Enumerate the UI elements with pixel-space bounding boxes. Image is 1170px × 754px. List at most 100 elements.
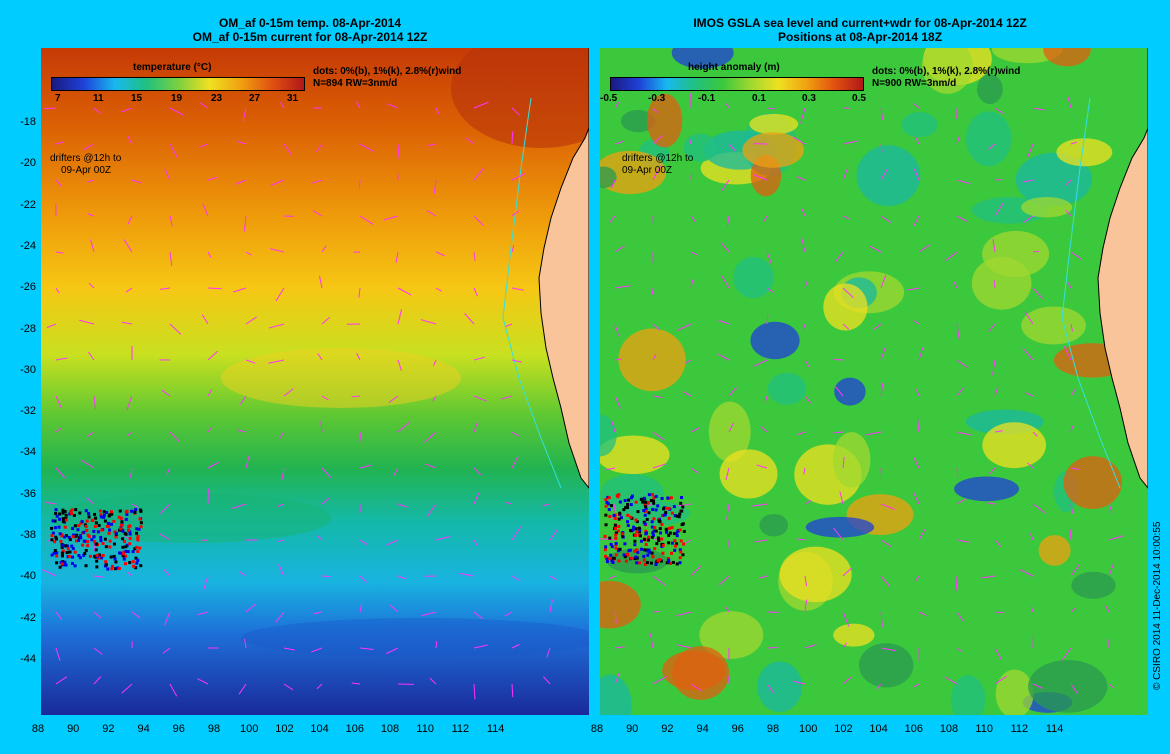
- height-tick: -0.1: [698, 93, 716, 104]
- height-colorbar-ticks: -0.5 -0.3 -0.1 0.1 0.3 0.5: [600, 93, 872, 105]
- drifter-dot: [94, 542, 98, 546]
- drifter-dot: [681, 553, 685, 557]
- current-vector: [197, 611, 209, 616]
- current-vector: [207, 176, 218, 181]
- drifter-dot: [123, 562, 127, 566]
- current-vector: [121, 321, 133, 325]
- left-title-line2: OM_af 0-15m current for 08-Apr-2014 12Z: [192, 30, 428, 44]
- current-vector: [207, 461, 219, 469]
- x-tick-label: 90: [67, 723, 80, 735]
- drifter-dot: [94, 548, 98, 552]
- current-vector: [988, 143, 996, 150]
- current-vector: [236, 140, 247, 145]
- current-vector: [676, 611, 692, 617]
- current-vector: [690, 171, 693, 181]
- current-vector: [356, 352, 361, 361]
- current-vector: [956, 323, 960, 340]
- drifter-dot: [63, 525, 67, 529]
- drifter-dot: [52, 551, 56, 555]
- current-vector: [231, 503, 247, 510]
- y-tick-label: -28: [20, 322, 36, 335]
- drifter-dot: [125, 512, 129, 516]
- height-anomaly-feature: [834, 377, 866, 406]
- drifter-dot: [652, 501, 656, 505]
- drifter-dot: [609, 553, 613, 557]
- drifter-dot: [124, 517, 128, 521]
- height-anomaly-feature: [683, 133, 718, 162]
- drifter-dot: [611, 560, 615, 564]
- left-title-line1: OM_af 0-15m temp. 08-Apr-2014: [218, 16, 402, 30]
- current-vector: [956, 359, 969, 369]
- current-vector: [278, 563, 285, 577]
- current-vector: [351, 395, 361, 398]
- drifter-dot: [675, 534, 679, 538]
- current-vector: [992, 359, 996, 376]
- current-vector: [994, 611, 1005, 614]
- current-vector: [652, 431, 665, 441]
- drifter-dot: [651, 508, 655, 512]
- drifter-dot: [615, 494, 619, 498]
- drifter-dot: [114, 535, 118, 539]
- current-vector: [1070, 141, 1077, 145]
- current-vector: [268, 323, 285, 329]
- current-vector: [359, 575, 368, 583]
- drifter-dot: [121, 545, 125, 549]
- drifter-dot: [604, 504, 608, 508]
- drifter-dot: [613, 523, 617, 527]
- current-vector: [359, 431, 363, 445]
- height-anomaly-feature: [600, 474, 665, 514]
- current-vector: [944, 251, 958, 262]
- current-vector: [162, 647, 171, 654]
- drifter-dot: [96, 530, 100, 534]
- drifter-dot: [136, 558, 140, 562]
- drifter-dot: [622, 553, 626, 557]
- drifter-dot: [618, 500, 622, 504]
- current-vector: [542, 676, 551, 685]
- current-vector: [277, 503, 285, 507]
- drifter-dot: [139, 525, 143, 529]
- drifter-dot: [623, 555, 627, 559]
- height-anomaly-feature: [749, 113, 799, 135]
- drifter-dot: [671, 560, 675, 564]
- drifter-dot: [610, 559, 614, 563]
- current-vector: [159, 287, 171, 290]
- drifter-dot: [616, 529, 620, 533]
- drifter-dot: [60, 554, 64, 558]
- drifter-dot: [127, 525, 131, 529]
- drifter-dot: [629, 503, 633, 507]
- current-vector: [651, 287, 654, 295]
- drifter-dot: [106, 567, 110, 571]
- drifter-dot: [643, 503, 647, 507]
- current-vector: [55, 287, 60, 294]
- drifter-dot: [63, 535, 67, 539]
- drifter-dot: [636, 550, 640, 554]
- drifter-dot: [654, 494, 658, 498]
- drifter-dot: [629, 556, 633, 560]
- drifter-dot: [605, 556, 609, 560]
- drifter-dot: [50, 538, 54, 542]
- current-vector: [473, 422, 478, 433]
- current-vector: [880, 346, 886, 361]
- height-anomaly-feature: [600, 580, 641, 629]
- current-vector: [652, 107, 658, 113]
- drifter-dot: [126, 550, 130, 554]
- current-vector: [1032, 287, 1043, 299]
- temperature-map-panel: temperature (°C) 7 11 15 19 23 27 31 dot…: [41, 48, 589, 715]
- drifter-dot: [609, 542, 613, 546]
- drifter-dot: [680, 509, 684, 513]
- current-vector: [802, 323, 806, 332]
- current-vector: [834, 385, 844, 397]
- drifter-dot: [64, 544, 68, 548]
- current-vector: [1070, 251, 1082, 260]
- current-vector: [359, 215, 374, 225]
- current-vector: [842, 457, 845, 469]
- drifter-dot: [135, 527, 139, 531]
- drifter-dot: [657, 539, 661, 543]
- current-vector: [316, 683, 323, 690]
- current-vector: [316, 534, 323, 541]
- current-vector: [993, 280, 996, 289]
- drifter-dot: [103, 537, 107, 541]
- temp-tick: 11: [93, 93, 104, 104]
- current-vector: [994, 430, 1003, 433]
- drifter-dot: [86, 544, 90, 548]
